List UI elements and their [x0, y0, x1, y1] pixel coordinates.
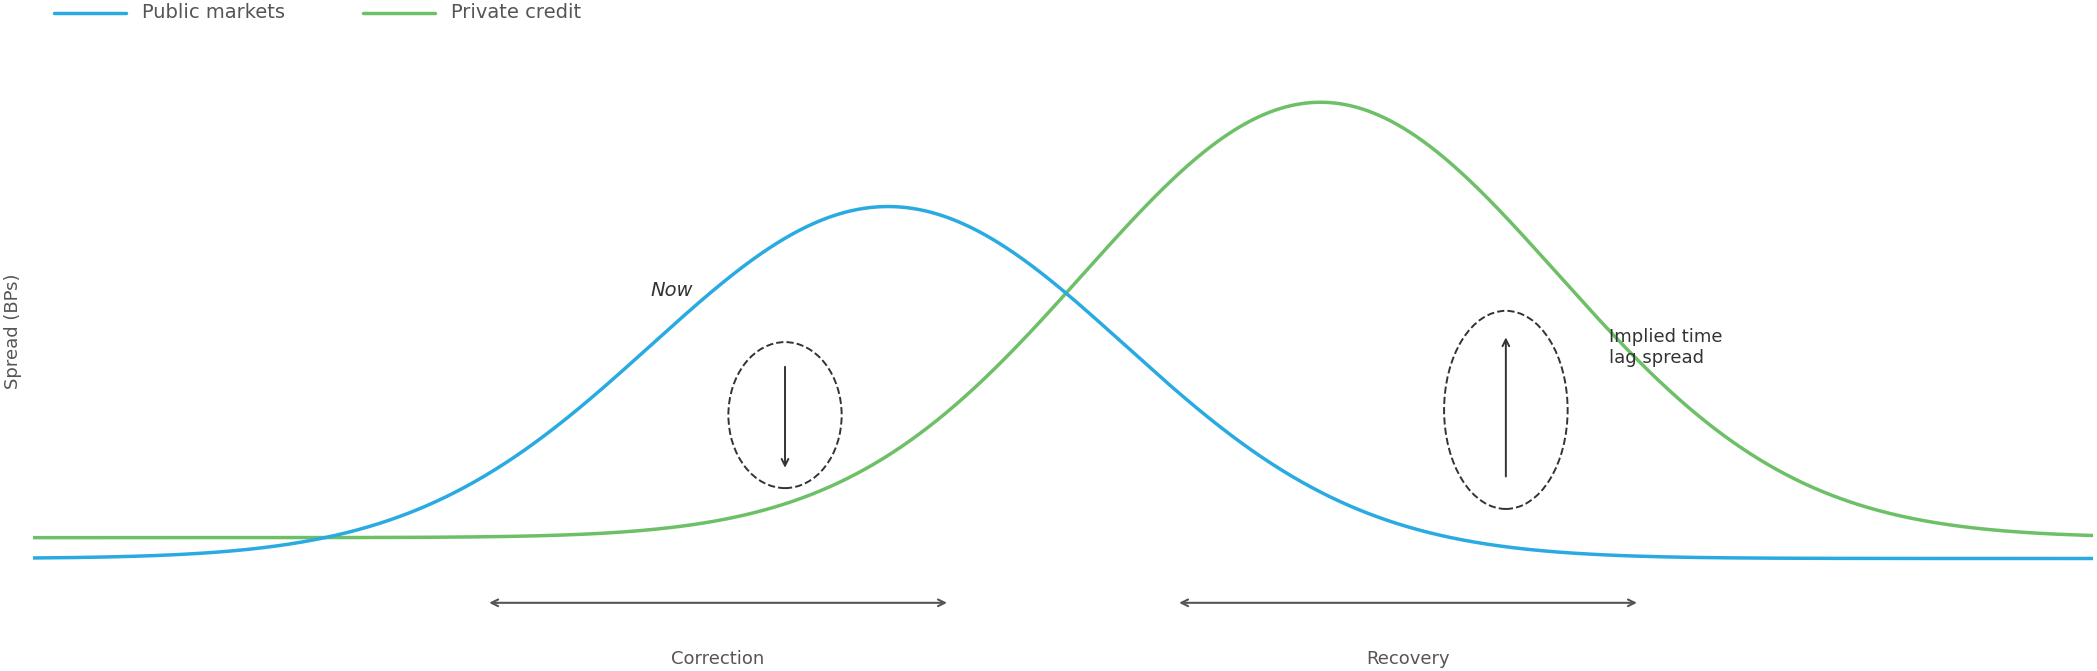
- Text: Recovery: Recovery: [1367, 650, 1449, 668]
- Y-axis label: Spread (BPs): Spread (BPs): [4, 274, 23, 389]
- Text: Public markets: Public markets: [143, 3, 285, 22]
- Text: Private credit: Private credit: [451, 3, 581, 22]
- Text: Now: Now: [650, 281, 692, 301]
- Text: Correction: Correction: [671, 650, 765, 668]
- Text: Implied time
lag spread: Implied time lag spread: [1608, 328, 1722, 367]
